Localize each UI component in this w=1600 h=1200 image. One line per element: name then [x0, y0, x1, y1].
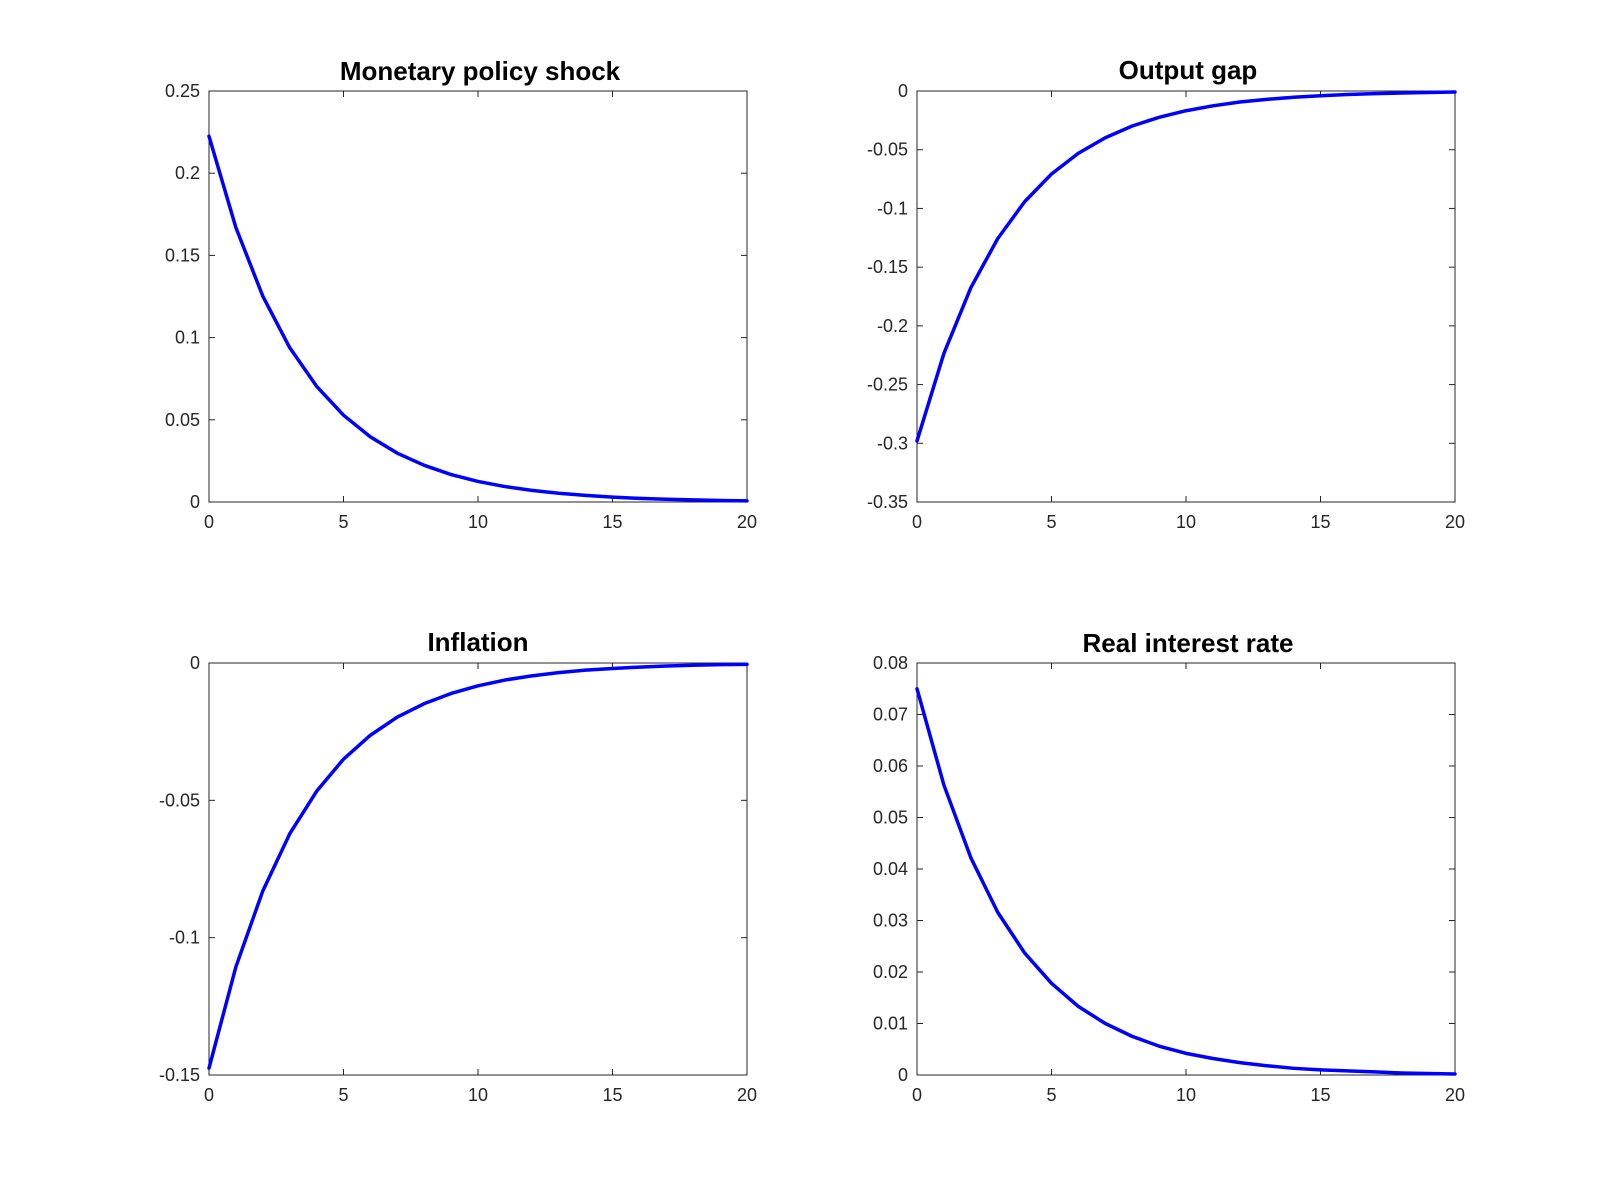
- y-tick-label: -0.25: [867, 375, 908, 395]
- x-tick-label: 0: [204, 512, 214, 532]
- x-tick-label: 15: [1310, 1085, 1330, 1105]
- x-tick-label: 5: [1046, 512, 1056, 532]
- x-tick-label: 15: [1310, 512, 1330, 532]
- panel-real-interest-rate: Real interest rate 0 5 10 15 20 0 0.01 0.02 0.03…: [873, 628, 1465, 1105]
- series-line: [915, 687, 1457, 1076]
- panel-monetary-policy-shock: Monetary policy shock 0 5 10 15 20 0 0.05 0.1 0.…: [165, 56, 757, 532]
- y-tick-label: -0.1: [877, 198, 908, 218]
- x-tick-label: 20: [737, 512, 757, 532]
- panel-inflation: Inflation 0 5 10 15 20 -0.15 -0.1 -0.05 0: [159, 627, 757, 1105]
- axes-box: [916, 662, 1456, 1076]
- y-tick-label: 0: [898, 1065, 908, 1085]
- y-tick-label: 0.02: [873, 962, 908, 982]
- y-tick-label: 0.05: [873, 808, 908, 828]
- y-tick-label: -0.15: [867, 257, 908, 277]
- y-tick-label: -0.15: [159, 1065, 200, 1085]
- y-tick-label: 0.2: [175, 163, 200, 183]
- y-tick-label: -0.05: [159, 790, 200, 810]
- axes-box: [916, 90, 1456, 503]
- x-tick-label: 5: [338, 512, 348, 532]
- x-tick-label: 5: [338, 1085, 348, 1105]
- x-tick-label: 15: [602, 512, 622, 532]
- y-tick-label: 0.04: [873, 859, 908, 879]
- y-tick-label: 0.08: [873, 653, 908, 673]
- y-tick-label: -0.2: [877, 316, 908, 336]
- x-tick-label: 10: [468, 512, 488, 532]
- y-tick-label: 0.06: [873, 756, 908, 776]
- y-tick-label: 0: [190, 653, 200, 673]
- axes-box: [208, 90, 748, 503]
- panel-title: Real interest rate: [1083, 628, 1294, 658]
- x-tick-label: 20: [737, 1085, 757, 1105]
- x-tick-label: 0: [912, 1085, 922, 1105]
- x-tick-label: 0: [912, 512, 922, 532]
- x-tick-label: 0: [204, 1085, 214, 1105]
- y-tick-label: -0.05: [867, 140, 908, 160]
- panel-title: Output gap: [1119, 55, 1258, 85]
- x-tick-label: 10: [468, 1085, 488, 1105]
- axes-box: [208, 662, 748, 1076]
- x-tick-label: 15: [602, 1085, 622, 1105]
- y-tick-label: -0.1: [169, 928, 200, 948]
- panel-output-gap: Output gap 0 5 10 15 20 -0.35 -0.3 -0.25 -0.2 -0.…: [867, 55, 1465, 532]
- x-tick-label: 20: [1445, 512, 1465, 532]
- y-tick-label: -0.3: [877, 433, 908, 453]
- panel-title: Monetary policy shock: [340, 56, 621, 86]
- y-tick-label: 0.07: [873, 705, 908, 725]
- x-tick-label: 20: [1445, 1085, 1465, 1105]
- series-line: [207, 662, 749, 1070]
- x-tick-label: 10: [1176, 1085, 1196, 1105]
- x-tick-label: 10: [1176, 512, 1196, 532]
- series-line: [207, 134, 749, 503]
- y-tick-label: 0.01: [873, 1014, 908, 1034]
- panel-title: Inflation: [427, 627, 528, 657]
- y-tick-label: 0.15: [165, 245, 200, 265]
- y-tick-label: 0.1: [175, 328, 200, 348]
- series-line: [915, 90, 1457, 443]
- y-tick-label: 0.25: [165, 81, 200, 101]
- y-tick-label: 0.05: [165, 410, 200, 430]
- x-tick-label: 5: [1046, 1085, 1056, 1105]
- y-tick-label: 0: [898, 81, 908, 101]
- y-tick-label: -0.35: [867, 492, 908, 512]
- y-tick-label: 0.03: [873, 911, 908, 931]
- y-tick-label: 0: [190, 492, 200, 512]
